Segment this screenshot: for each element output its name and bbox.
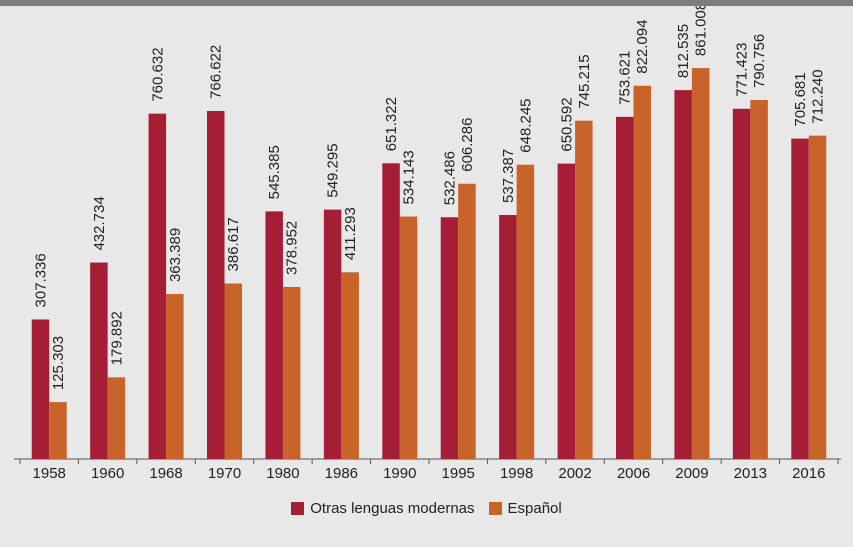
bar-otras [90, 262, 108, 459]
data-label: 812.535 [675, 24, 692, 78]
bar-espanol [399, 216, 418, 459]
bar-otras [265, 211, 283, 459]
data-label: 386.617 [225, 217, 242, 271]
x-tick-label: 2002 [558, 465, 591, 482]
data-label: 712.240 [810, 69, 827, 123]
bar-otras [440, 217, 459, 459]
bar-otras [323, 209, 342, 459]
data-label: 822.094 [634, 20, 651, 74]
bar-otras [616, 116, 634, 459]
data-label: 307.336 [32, 253, 49, 307]
x-tick-label: 2016 [792, 465, 825, 482]
data-label: 745.215 [576, 54, 593, 108]
bar-otras [31, 319, 50, 459]
x-tick-label: 2013 [734, 465, 767, 482]
legend-swatch-espanol [488, 502, 502, 515]
x-tick-label: 1998 [500, 465, 533, 482]
data-label: 648.245 [517, 98, 534, 152]
bar-chart: 307.336 125.303 1958 432.734 179.892 1960 760.… [14, 6, 841, 482]
data-label: 363.389 [167, 228, 184, 282]
legend: Otras lenguas modernas Español [0, 500, 853, 517]
x-tick-label: 1968 [149, 465, 182, 482]
x-tick-label: 1960 [91, 465, 124, 482]
bar-espanol [575, 120, 593, 459]
bar-otras [148, 113, 167, 460]
data-label: 650.592 [558, 97, 575, 151]
legend-label-espanol: Español [507, 500, 562, 517]
bar-espanol [107, 377, 126, 459]
bar-espanol [750, 99, 768, 460]
bar-otras [732, 108, 751, 459]
bar-espanol [341, 272, 359, 459]
bar-espanol [633, 85, 651, 460]
x-tick-label: 2006 [617, 465, 650, 482]
data-label: 861.008 [693, 6, 710, 56]
data-label: 125.303 [50, 336, 67, 390]
bar-espanol [808, 135, 827, 459]
data-label: 179.892 [108, 311, 125, 365]
x-tick-label: 1995 [442, 465, 475, 482]
top-bar [0, 0, 853, 6]
bar-otras [382, 163, 400, 459]
data-label: 606.286 [459, 118, 476, 172]
data-label: 760.632 [149, 47, 166, 101]
bar-espanol [458, 183, 476, 459]
bar-espanol [49, 402, 67, 459]
legend-item-otras: Otras lenguas modernas [291, 500, 475, 517]
bar-espanol [691, 68, 710, 460]
legend-label-otras: Otras lenguas modernas [310, 500, 475, 517]
data-label: 537.387 [500, 149, 517, 203]
x-tick-label: 1980 [266, 465, 299, 482]
bar-otras [674, 90, 692, 460]
legend-item-espanol: Español [488, 500, 562, 517]
bar-otras [791, 138, 809, 459]
data-label: 766.622 [208, 45, 225, 99]
bar-espanol [282, 286, 301, 459]
x-tick-label: 1986 [325, 465, 358, 482]
data-label: 549.295 [325, 143, 342, 197]
x-tick-label: 2009 [675, 465, 708, 482]
x-tick-label: 1958 [33, 465, 66, 482]
x-tick-label: 1990 [383, 465, 416, 482]
bar-otras [499, 215, 517, 459]
data-label: 378.952 [284, 221, 301, 275]
data-label: 534.143 [401, 150, 418, 204]
data-label: 411.293 [342, 207, 359, 260]
data-label: 705.681 [792, 72, 809, 126]
legend-swatch-otras [291, 502, 305, 515]
bar-espanol [224, 283, 242, 459]
data-label: 432.734 [91, 196, 108, 250]
data-label: 771.423 [734, 43, 751, 97]
data-label: 532.486 [441, 151, 458, 205]
bar-otras [557, 163, 576, 459]
bar-espanol [516, 164, 535, 459]
bar-otras [207, 110, 225, 459]
data-label: 651.322 [383, 97, 400, 151]
data-label: 790.756 [751, 34, 768, 88]
data-label: 545.385 [266, 145, 283, 199]
data-label: 753.621 [617, 51, 634, 105]
x-tick-label: 1970 [208, 465, 241, 482]
bar-espanol [166, 294, 184, 459]
